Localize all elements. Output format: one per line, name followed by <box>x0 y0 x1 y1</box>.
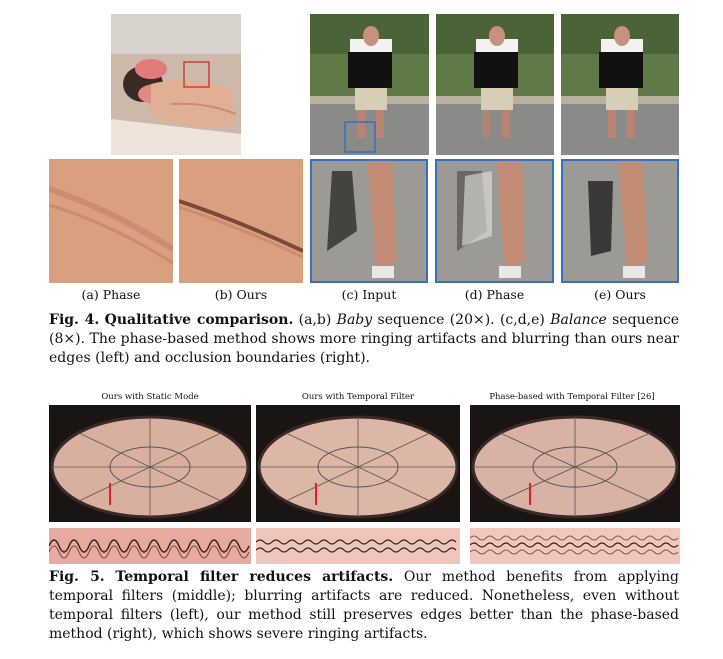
fig4-balance: Balance <box>550 312 607 328</box>
balance-ours-image <box>561 14 679 155</box>
baby-ours-crop <box>179 159 303 283</box>
fig4-text-3: sequence (8×). The phase-based method sh… <box>49 312 680 366</box>
balance-ours-crop <box>561 159 679 283</box>
fig5-title-static: Ours with Static Mode <box>101 392 199 402</box>
fig5-title: Temporal filter reduces artifacts. <box>115 569 394 585</box>
fig5-phase-strip <box>470 528 680 564</box>
fig5-static-image <box>49 405 251 522</box>
fig5-temporal-strip <box>256 528 460 564</box>
balance-phase-image <box>436 14 554 155</box>
baby-overview-image <box>111 14 241 155</box>
fig4-text-2: sequence (20×). (c,d,e) <box>377 312 545 328</box>
balance-input-crop <box>310 159 428 283</box>
fig4-text-1: (a,b) <box>298 312 332 328</box>
fig4-baby: Baby <box>336 312 373 328</box>
fig4-title: Qualitative comparison. <box>104 312 294 328</box>
fig5-text: Our method benefits from applying tempor… <box>49 569 679 642</box>
balance-input-image <box>310 14 429 155</box>
fig5-caption: Fig. 5. Temporal filter reduces artifact… <box>49 568 679 644</box>
fig5-title-phase: Phase-based with Temporal Filter [26] <box>489 392 655 402</box>
fig5-title-temporal: Ours with Temporal Filter <box>301 392 415 402</box>
label-a: (a) Phase <box>81 287 141 302</box>
fig5-phase-image <box>470 405 680 522</box>
fig5-number: Fig. 5. <box>49 569 105 585</box>
label-e: (e) Ours <box>594 287 646 302</box>
label-b: (b) Ours <box>214 287 268 302</box>
fig4-caption: Fig. 4. Qualitative comparison. (a,b) Ba… <box>49 311 679 368</box>
label-d: (d) Phase <box>464 287 525 302</box>
baby-phase-crop <box>49 159 173 283</box>
label-c: (c) Input <box>341 287 397 302</box>
balance-phase-crop <box>435 159 554 283</box>
fig4-number: Fig. 4. <box>49 312 100 328</box>
fig5-static-strip <box>49 528 251 564</box>
fig5-temporal-image <box>256 405 460 522</box>
